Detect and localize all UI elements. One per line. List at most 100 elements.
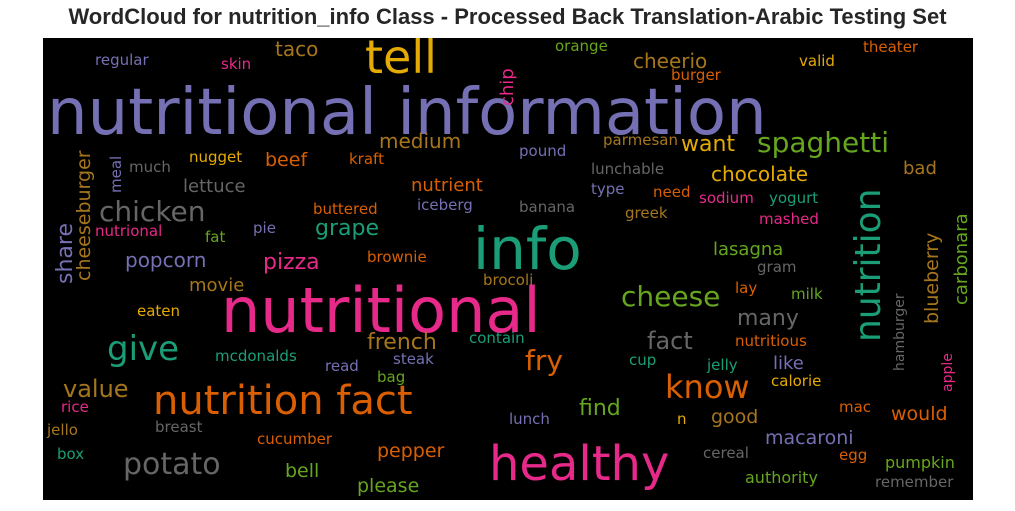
word-carbonara: carbonara — [951, 213, 972, 305]
word-parmesan: parmesan — [603, 131, 678, 149]
word-much: much — [129, 158, 171, 176]
word-read: read — [325, 357, 359, 375]
word-potato: potato — [123, 447, 221, 482]
word-orange: orange — [555, 38, 608, 55]
word-cucumber: cucumber — [257, 430, 333, 448]
word-need: need — [653, 183, 691, 201]
word-pie: pie — [253, 219, 276, 237]
word-jello: jello — [47, 421, 78, 439]
word-bag: bag — [377, 368, 406, 386]
word-find: find — [579, 396, 621, 421]
word-good: good — [711, 406, 759, 428]
word-skin: skin — [221, 55, 252, 73]
word-burger: burger — [671, 66, 721, 84]
word-banana: banana — [519, 198, 576, 216]
word-movie: movie — [189, 275, 245, 296]
word-yogurt: yogurt — [769, 189, 819, 207]
word-greek: greek — [625, 204, 668, 222]
word-mac: mac — [839, 398, 872, 416]
word-nugget: nugget — [189, 148, 243, 166]
word-buttered: buttered — [313, 200, 378, 218]
word-kraft: kraft — [349, 150, 384, 168]
word-pound: pound — [519, 142, 567, 160]
word-apple: apple — [940, 353, 956, 392]
word-breast: breast — [155, 418, 203, 436]
word-cup: cup — [629, 351, 657, 369]
word-pizza: pizza — [263, 250, 320, 275]
word-cheerio: cheerio — [633, 49, 708, 73]
word-fat: fat — [205, 228, 226, 246]
word-sodium: sodium — [699, 189, 754, 207]
word-spaghetti: spaghetti — [757, 126, 890, 159]
word-nutrition: nutrition — [848, 188, 889, 342]
word-lunchable: lunchable — [591, 160, 665, 178]
word-nutrient: nutrient — [411, 175, 483, 196]
word-bell: bell — [285, 460, 320, 482]
word-cheese: cheese — [621, 280, 721, 313]
word-lunch: lunch — [509, 410, 550, 428]
word-fact: fact — [647, 327, 693, 355]
word-n: n — [677, 410, 687, 428]
word-blueberry: blueberry — [921, 232, 943, 324]
word-tell: tell — [365, 38, 437, 84]
word-remember: remember — [875, 473, 954, 491]
word-jelly: jelly — [707, 356, 738, 374]
word-mcdonalds: mcdonalds — [215, 347, 297, 365]
word-type: type — [591, 180, 625, 198]
word-would: would — [891, 403, 948, 425]
word-gram: gram — [757, 258, 797, 276]
word-cloud: nutritional information nutritional info he… — [43, 38, 973, 500]
word-chocolate: chocolate — [711, 162, 809, 186]
word-medium: medium — [379, 129, 462, 153]
word-valid: valid — [799, 52, 835, 70]
chart-title: WordCloud for nutrition_info Class - Pro… — [68, 4, 947, 29]
word-brownie: brownie — [367, 248, 427, 266]
word-rice: rice — [61, 398, 89, 416]
word-theater: theater — [863, 38, 919, 56]
word-nutritional: nutritional — [221, 274, 541, 347]
word-please: please — [357, 475, 420, 497]
word-cheeseburger: cheeseburger — [73, 150, 95, 281]
word-pepper: pepper — [377, 440, 445, 462]
word-healthy: healthy — [489, 436, 670, 492]
word-iceberg: iceberg — [417, 196, 473, 214]
word-cereal: cereal — [703, 444, 749, 462]
word-grape: grape — [315, 216, 379, 241]
word-pumpkin: pumpkin — [885, 453, 955, 472]
word-box: box — [57, 445, 85, 463]
word-give: give — [107, 329, 180, 369]
word-nutritional-information: nutritional information — [47, 76, 767, 150]
word-nutrition-fact: nutrition fact — [153, 378, 413, 424]
word-eaten: eaten — [137, 302, 181, 320]
word-macaroni: macaroni — [765, 427, 854, 449]
word-many: many — [737, 306, 799, 331]
word-calorie: calorie — [771, 372, 822, 390]
word-taco: taco — [275, 38, 319, 61]
word-value: value — [63, 375, 129, 403]
word-popcorn: popcorn — [125, 248, 207, 272]
word-authority: authority — [745, 468, 818, 487]
word-chicken: chicken — [99, 195, 206, 228]
word-chip: chip — [497, 68, 518, 106]
word-beef: beef — [265, 149, 308, 171]
word-contain: contain — [469, 329, 525, 347]
word-lettuce: lettuce — [183, 176, 246, 197]
word-brocoli: brocoli — [483, 271, 534, 289]
word-know: know — [665, 368, 750, 406]
word-regular: regular — [95, 51, 149, 69]
word-nutritious: nutritious — [735, 332, 807, 350]
word-fry: fry — [525, 344, 563, 377]
word-nutrional: nutrional — [95, 222, 163, 240]
word-like: like — [773, 353, 804, 374]
word-egg: egg — [839, 446, 868, 464]
word-mashed: mashed — [759, 210, 819, 228]
word-lasagna: lasagna — [713, 239, 784, 260]
word-want: want — [681, 132, 736, 157]
word-milk: milk — [791, 285, 823, 303]
word-steak: steak — [393, 350, 434, 368]
word-hamburger: hamburger — [892, 293, 908, 371]
word-lay: lay — [735, 279, 758, 297]
word-info: info — [473, 215, 582, 283]
word-french: french — [367, 330, 437, 355]
word-meal: meal — [107, 155, 125, 193]
